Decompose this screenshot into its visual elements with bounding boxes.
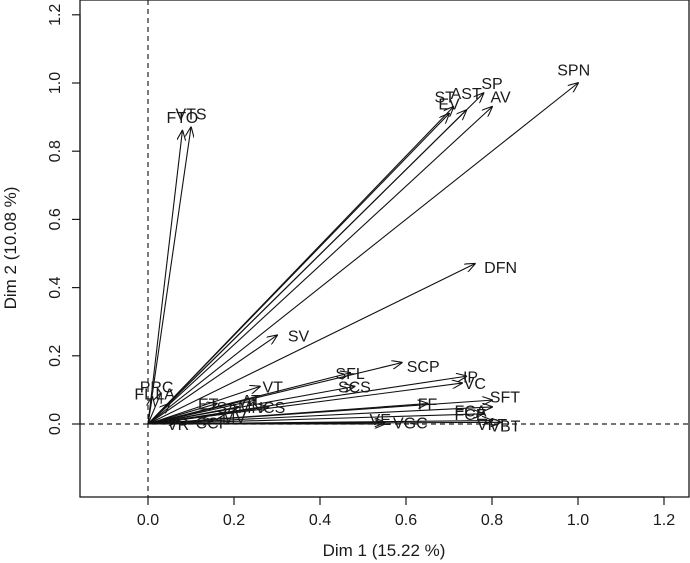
vector-label-scp: SCP xyxy=(407,359,440,376)
vector-label-sft: SFT xyxy=(490,390,520,407)
vector-arrow-vt xyxy=(147,386,260,425)
vector-label-vbt: VBT xyxy=(489,419,520,436)
vector-arrow-fl xyxy=(148,397,152,425)
vector-arrow-ast xyxy=(147,110,466,425)
vector-arrow-fto xyxy=(147,131,182,425)
vector-label-spn: SPN xyxy=(557,62,590,79)
vector-arrow-ff xyxy=(147,404,428,425)
vector-label-sv: SV xyxy=(288,328,310,345)
y-tick-label: 0.0 xyxy=(47,413,64,435)
vector-arrow-spn xyxy=(147,83,578,425)
x-tick-label: 0.0 xyxy=(137,512,159,529)
y-axis-title: Dim 2 (10.08 %) xyxy=(1,187,20,310)
variable-vectors xyxy=(148,83,578,424)
x-axis-title: Dim 1 (15.22 %) xyxy=(323,541,446,560)
vector-label-fl: FL xyxy=(134,386,153,403)
vector-label-ccp: CCP xyxy=(196,415,230,432)
vector-arrow-la xyxy=(147,404,170,425)
vector-label-et: ET xyxy=(198,397,219,414)
vector-label-at: AT xyxy=(242,393,261,410)
vector-label-scs: SCS xyxy=(338,379,371,396)
vector-label-mv: MV xyxy=(222,410,246,427)
x-axis: 0.0 0.2 0.4 0.6 0.8 1.0 1.2 xyxy=(137,496,675,529)
vector-label-ast: AST xyxy=(451,86,482,103)
y-tick-label: 0.8 xyxy=(47,140,64,162)
y-tick-label: 0.4 xyxy=(47,276,64,298)
y-tick-label: 1.0 xyxy=(47,72,64,94)
vector-label-ncs: NCS xyxy=(252,400,286,417)
vector-label-st: ST xyxy=(434,90,455,107)
vector-label-vt: VT xyxy=(262,379,283,396)
vector-arrow-ev xyxy=(147,107,453,425)
vector-label-ev: EV xyxy=(438,96,460,113)
vector-label-vgc: VGC xyxy=(393,415,428,432)
vector-label-ff: FF xyxy=(418,397,438,414)
x-tick-label: 0.8 xyxy=(481,512,503,529)
vector-label-prc: PRC xyxy=(140,379,174,396)
vector-arrow-prc xyxy=(147,393,161,425)
vector-label-vts: VTS xyxy=(175,107,206,124)
vector-label-dfn: DFN xyxy=(484,260,517,277)
x-tick-label: 1.0 xyxy=(567,512,589,529)
vector-arrow-dfn xyxy=(147,264,475,425)
vector-label-fto: FTO xyxy=(167,110,199,127)
vector-arrow-at xyxy=(147,400,256,425)
vector-label-ip: IP xyxy=(463,369,478,386)
vector-label-sam: SAM xyxy=(217,400,252,417)
vector-label-fca: FCA xyxy=(455,403,487,420)
y-axis: 0.0 0.2 0.4 0.6 0.8 1.0 1.2 xyxy=(47,4,81,435)
vector-label-ve: VE xyxy=(370,412,391,429)
vector-label-fce: FCE xyxy=(455,407,487,424)
vector-label-sfl: SFL xyxy=(335,366,364,383)
vector-arrow-et xyxy=(147,404,217,425)
y-tick-label: 0.6 xyxy=(47,208,64,230)
vector-arrow-av xyxy=(147,107,492,425)
x-tick-label: 1.2 xyxy=(653,512,675,529)
y-tick-label: 1.2 xyxy=(47,4,64,26)
vector-label-av: AV xyxy=(491,90,511,107)
vector-label-vc: VC xyxy=(464,376,486,393)
vector-label-vr: VR xyxy=(167,417,189,434)
vector-arrow-ccp xyxy=(147,421,213,424)
vector-arrow-vts xyxy=(147,127,191,425)
x-tick-label: 0.4 xyxy=(309,512,331,529)
vector-label-la: LA xyxy=(155,386,175,403)
vector-label-vft: VFT xyxy=(477,417,507,434)
vector-label-sp: SP xyxy=(481,76,502,93)
x-tick-label: 0.6 xyxy=(395,512,417,529)
x-tick-label: 0.2 xyxy=(223,512,245,529)
y-tick-label: 0.2 xyxy=(47,345,64,367)
